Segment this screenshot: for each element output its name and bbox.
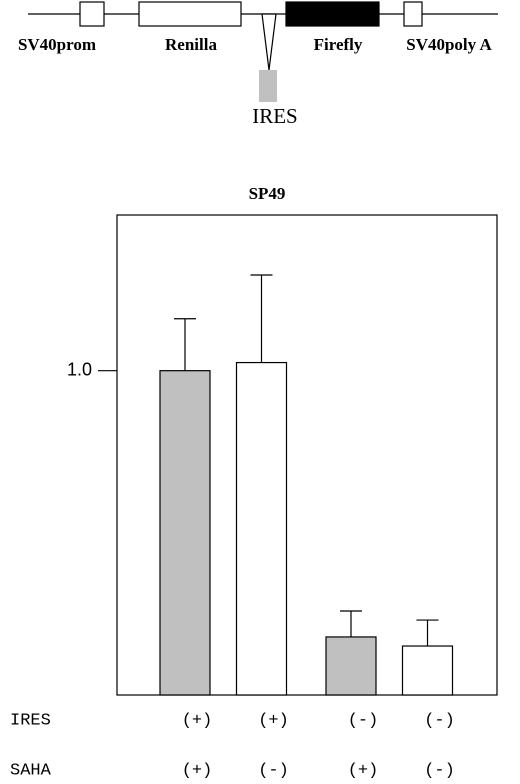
bar <box>159 370 211 696</box>
sv40polya-box <box>403 1 423 27</box>
sv40prom-box <box>79 1 105 27</box>
ires-wedge <box>261 13 277 71</box>
bar <box>235 361 288 696</box>
renilla-box <box>138 1 242 27</box>
bar <box>325 636 377 696</box>
row-value: (-) <box>424 761 455 780</box>
row-value: (-) <box>258 761 289 780</box>
row-value: (+) <box>348 761 379 780</box>
row-value: (+) <box>182 711 213 730</box>
element-label: SV40poly A <box>406 35 492 54</box>
element-label: Firefly <box>314 35 363 54</box>
ires-box <box>259 70 277 102</box>
row-value: (-) <box>348 711 379 730</box>
element-label: Renilla <box>165 35 217 54</box>
plot-frame <box>116 214 498 696</box>
element-label: SV40prom <box>18 35 96 54</box>
bar <box>401 645 454 696</box>
firefly-box <box>285 1 380 27</box>
row-value: (+) <box>258 711 289 730</box>
y-tick-label: 1.0 <box>67 359 92 379</box>
construct-diagram <box>28 1 498 102</box>
row-label: SAHA <box>10 761 52 780</box>
row-label: IRES <box>10 711 51 730</box>
row-value: (+) <box>182 761 213 780</box>
chart-title: SP49 <box>249 184 286 203</box>
insert-label: IRES <box>252 104 298 128</box>
row-value: (-) <box>424 711 455 730</box>
